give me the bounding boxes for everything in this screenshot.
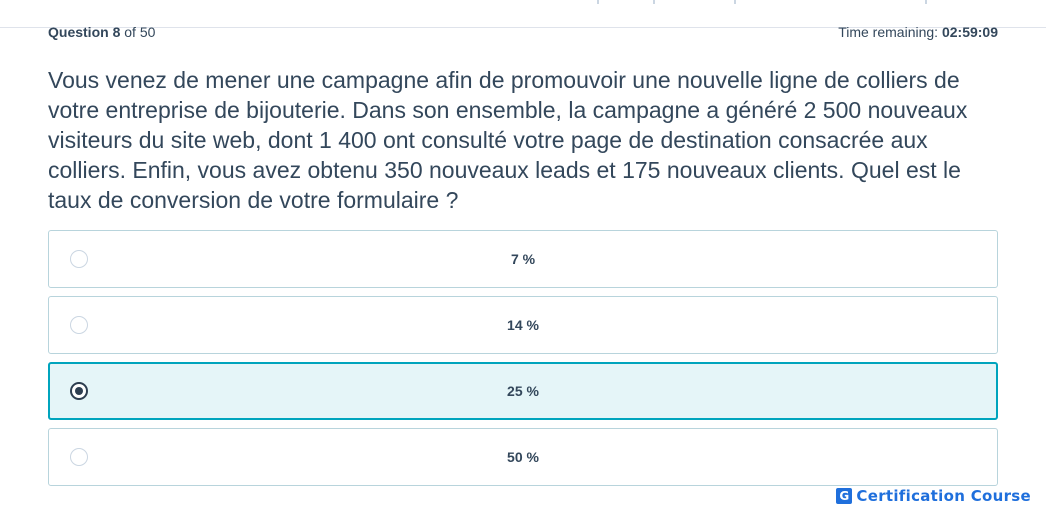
- radio-button-checked[interactable]: [70, 382, 88, 400]
- radio-selected-dot: [75, 387, 83, 395]
- answer-option-label: 7 %: [510, 251, 536, 267]
- progress-tick: [925, 0, 927, 4]
- question-counter-total: of 50: [124, 24, 156, 40]
- watermark-text: Certification Course: [856, 487, 1031, 505]
- question-counter: Question 8 of 50: [48, 24, 155, 40]
- time-remaining-label: Time remaining:: [838, 24, 939, 40]
- logo-icon: G: [836, 488, 853, 504]
- radio-button[interactable]: [70, 448, 88, 466]
- time-remaining: Time remaining: 02:59:09: [838, 24, 998, 40]
- answer-option-label: 50 %: [507, 449, 539, 465]
- answer-option-label: 14 %: [507, 317, 539, 333]
- question-counter-number: 8: [112, 24, 121, 40]
- answer-option-4[interactable]: 50 %: [48, 428, 998, 486]
- certification-course-watermark: G Certification Course: [836, 487, 1031, 505]
- radio-button[interactable]: [70, 316, 88, 334]
- answer-option-label: 25 %: [507, 383, 539, 399]
- progress-tick: [734, 0, 736, 4]
- answer-option-2[interactable]: 14 %: [48, 296, 998, 354]
- answer-options: 7 % 14 % 25 % 50 %: [48, 230, 998, 494]
- radio-button[interactable]: [70, 250, 88, 268]
- time-remaining-value: 02:59:09: [941, 24, 998, 40]
- progress-tick: [653, 0, 655, 4]
- answer-option-1[interactable]: 7 %: [48, 230, 998, 288]
- question-counter-label: Question: [48, 24, 109, 40]
- answer-option-3[interactable]: 25 %: [48, 362, 998, 420]
- question-text: Vous venez de mener une campagne afin de…: [48, 67, 968, 213]
- progress-tick: [597, 0, 599, 4]
- top-progress-strip: [0, 0, 1046, 28]
